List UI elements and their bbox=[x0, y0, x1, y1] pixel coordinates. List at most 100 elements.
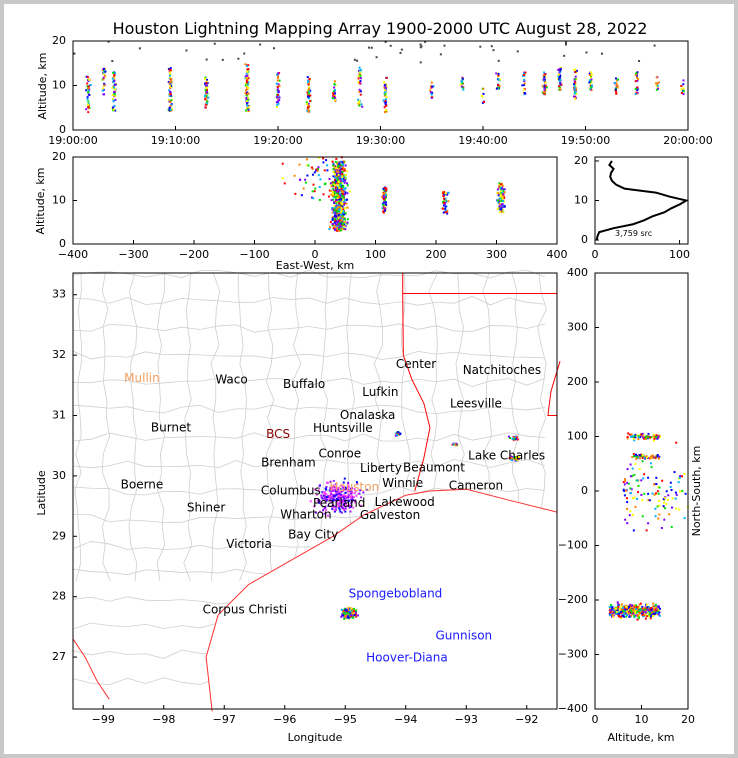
time-height-point bbox=[101, 87, 104, 90]
time-height-point bbox=[384, 88, 387, 91]
map-source-point bbox=[339, 510, 342, 513]
ew-height-point bbox=[342, 200, 345, 203]
histogram-panel-ytick-label: 20 bbox=[574, 154, 588, 167]
time-height-point bbox=[600, 52, 603, 55]
map-source-point bbox=[343, 477, 346, 480]
map-source-point bbox=[344, 491, 347, 494]
ew-height-point bbox=[444, 205, 447, 208]
ns-height-point bbox=[656, 612, 659, 615]
ew-height-point bbox=[342, 161, 345, 164]
time-height-point bbox=[462, 88, 465, 91]
place-label: Lufkin bbox=[362, 385, 398, 399]
ew-height-point bbox=[443, 193, 446, 196]
ns-height-point bbox=[649, 612, 652, 615]
ns-height-point bbox=[652, 608, 655, 611]
time-height-point bbox=[205, 91, 208, 94]
ew-height-point bbox=[334, 175, 337, 178]
ns-height-point bbox=[637, 437, 640, 440]
ns-height-point bbox=[652, 436, 655, 439]
time-height-point bbox=[88, 88, 91, 91]
time-height-point bbox=[168, 109, 171, 112]
ew-height-point bbox=[333, 191, 336, 194]
map-source-point bbox=[331, 503, 334, 506]
ns-height-point bbox=[645, 437, 648, 440]
time-panel-ytick-label: 20 bbox=[52, 34, 66, 47]
ew-height-point bbox=[501, 206, 504, 209]
time-height-point bbox=[170, 78, 173, 81]
ns-height-point bbox=[645, 457, 648, 460]
ns-height-point bbox=[647, 492, 650, 495]
time-height-point bbox=[573, 92, 576, 95]
time-height-point bbox=[307, 88, 310, 91]
ew-panel-xtick-label: 400 bbox=[547, 248, 568, 261]
time-height-point bbox=[101, 68, 104, 71]
ns-height-point bbox=[641, 515, 644, 518]
time-height-point bbox=[682, 79, 685, 82]
place-label: Brenham bbox=[261, 456, 316, 470]
ew-height-point bbox=[344, 191, 347, 194]
map-source-point bbox=[455, 442, 458, 445]
ew-height-point bbox=[335, 195, 338, 198]
time-height-point bbox=[419, 61, 422, 64]
time-height-point bbox=[385, 76, 388, 79]
time-height-point bbox=[246, 84, 249, 87]
ns-panel-ytick-label: −400 bbox=[558, 702, 588, 715]
time-height-point bbox=[113, 73, 116, 76]
ns-height-point bbox=[644, 611, 647, 614]
ns-height-point bbox=[657, 435, 660, 438]
time-height-point bbox=[245, 109, 248, 112]
ns-height-point bbox=[637, 617, 640, 620]
place-label: BCS bbox=[266, 427, 290, 441]
ew-height-point bbox=[318, 186, 321, 189]
ns-height-point bbox=[656, 505, 659, 508]
county-boundary bbox=[183, 272, 193, 582]
place-label: Cameron bbox=[449, 479, 503, 493]
ew-height-point bbox=[338, 167, 341, 170]
ew-height-point bbox=[336, 228, 339, 231]
ns-height-point bbox=[633, 615, 636, 618]
time-height-point bbox=[89, 83, 92, 86]
ew-height-point bbox=[299, 178, 302, 181]
time-height-point bbox=[309, 94, 312, 97]
map-source-point bbox=[351, 615, 354, 618]
ns-height-point bbox=[635, 457, 638, 460]
time-height-point bbox=[358, 66, 361, 69]
ew-panel-xtick-label: −300 bbox=[118, 248, 148, 261]
time-panel-xtick-label: 19:20:00 bbox=[253, 134, 302, 147]
time-height-point bbox=[543, 87, 546, 90]
ns-height-point bbox=[636, 614, 639, 617]
ns-height-point bbox=[649, 462, 652, 465]
time-height-point bbox=[585, 51, 588, 54]
time-height-point bbox=[278, 85, 281, 88]
ns-height-point bbox=[643, 613, 646, 616]
map-xlabel: Longitude bbox=[288, 731, 343, 744]
time-height-point bbox=[635, 72, 638, 75]
county-boundary bbox=[72, 404, 545, 415]
time-height-point bbox=[104, 75, 107, 78]
map-source-point bbox=[318, 501, 321, 504]
ns-height-point bbox=[650, 436, 653, 439]
map-source-point bbox=[338, 500, 341, 503]
ew-height-point bbox=[446, 193, 449, 196]
ew-height-point bbox=[383, 195, 386, 198]
ns-height-point bbox=[618, 612, 621, 615]
ns-height-point bbox=[647, 605, 650, 608]
map-source-point bbox=[330, 493, 333, 496]
ew-height-point bbox=[344, 178, 347, 181]
ew-height-point bbox=[498, 198, 501, 201]
ew-height-point bbox=[342, 167, 345, 170]
time-height-point bbox=[615, 92, 618, 95]
map-source-point bbox=[322, 494, 325, 497]
time-panel-xtick-label: 19:10:00 bbox=[151, 134, 200, 147]
ew-height-point bbox=[499, 186, 502, 189]
map-source-point bbox=[335, 501, 338, 504]
time-height-point bbox=[419, 43, 422, 46]
ew-height-point bbox=[446, 192, 449, 195]
time-height-point bbox=[559, 69, 562, 72]
ew-height-point bbox=[382, 211, 385, 214]
map-source-point bbox=[351, 496, 354, 499]
ew-height-point bbox=[382, 187, 385, 190]
map-source-point bbox=[344, 614, 347, 617]
place-label: Bay City bbox=[288, 527, 338, 541]
map-source-point bbox=[350, 491, 353, 494]
